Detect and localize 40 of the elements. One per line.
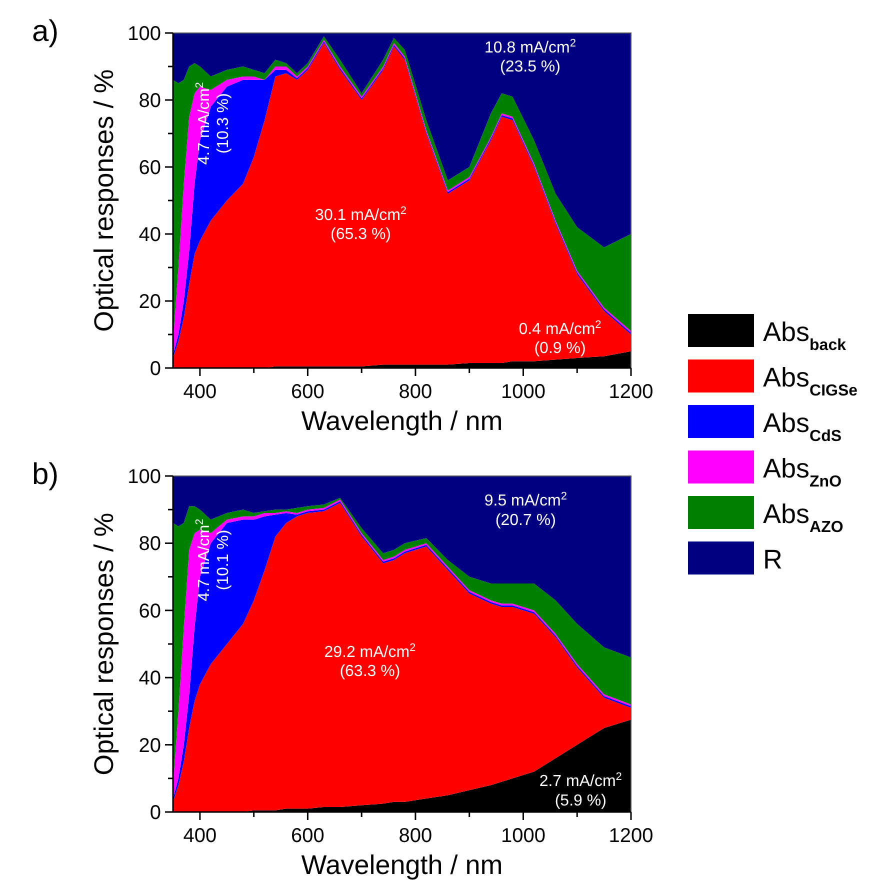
- legend-label: R: [763, 544, 782, 574]
- x-tick-label: 400: [183, 381, 217, 403]
- y-tick-label: 40: [138, 668, 161, 690]
- y-tick-label: 20: [138, 734, 161, 757]
- legend-label: Abs$_{CdS}$: [763, 408, 842, 444]
- y-tick-label: 0: [150, 358, 161, 380]
- y-tick-label: 20: [138, 291, 161, 313]
- x-tick-label: 600: [291, 381, 324, 403]
- y-tick-label: 0: [150, 802, 161, 824]
- legend-label: Abs$_{back}$: [763, 317, 846, 354]
- y-tick-label: 100: [128, 23, 161, 45]
- y-tick-label: 40: [138, 224, 161, 246]
- legend-label: Abs$_{AZO}$: [763, 499, 844, 536]
- x-axis-title: Wavelength / nm: [301, 406, 503, 436]
- annotation: 29.2 mA/cm$^{2}$ (63.3 %): [324, 642, 416, 680]
- legend-label: Abs$_{CIGSe}$: [763, 362, 858, 399]
- x-tick-label: 1000: [500, 381, 546, 403]
- x-tick-label: 1200: [608, 825, 654, 847]
- y-tick-label: 100: [128, 466, 161, 488]
- annotation: 9.5 mA/cm$^{2}$ (20.7 %): [484, 490, 567, 529]
- chart-title: a): [32, 15, 59, 48]
- annotation: 0.4 mA/cm$^{2}$ (0.9 %): [518, 318, 602, 358]
- y-tick-label: 80: [138, 533, 161, 556]
- annotation: 30.1 mA/cm$^{2}$ (65.3 %): [315, 204, 407, 244]
- y-tick-label: 60: [138, 157, 161, 179]
- x-tick-label: 1000: [500, 825, 546, 847]
- x-tick-label: 1200: [608, 381, 654, 403]
- x-tick-label: 600: [291, 825, 324, 847]
- chart-title: b): [32, 458, 59, 491]
- y-axis-title: Optical responses / %: [89, 69, 119, 332]
- legend-label: Abs$_{ZnO}$: [763, 454, 842, 490]
- annotation: 2.7 mA/cm$^{2}$ (5.9 %): [539, 771, 622, 810]
- y-axis-title: Optical responses / %: [89, 512, 119, 776]
- x-tick-label: 800: [398, 825, 432, 847]
- x-axis-title: Wavelength / nm: [301, 850, 503, 880]
- annotation: 10.8 mA/cm$^{2}$ (23.5 %): [484, 37, 576, 76]
- y-tick-label: 60: [138, 600, 161, 622]
- y-tick-label: 80: [138, 90, 161, 112]
- x-tick-label: 400: [183, 825, 217, 847]
- x-tick-label: 800: [398, 381, 432, 403]
